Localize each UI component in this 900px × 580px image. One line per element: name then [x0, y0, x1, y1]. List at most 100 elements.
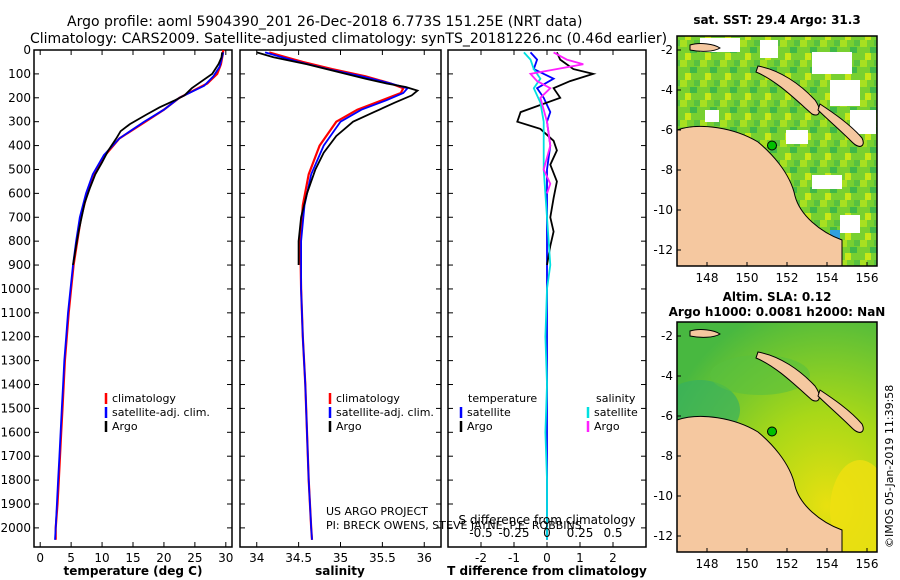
map-y-tick-label: -2: [661, 43, 673, 57]
map-y-tick-label: -10: [653, 203, 673, 217]
legend-label: climatology: [112, 392, 176, 405]
depth-tick-label: 200: [8, 91, 31, 105]
x-tick-label: 34: [249, 551, 264, 565]
x-tick-label: 35.5: [369, 551, 396, 565]
x-tick-label: -1: [508, 551, 520, 565]
map-x-tick-label: 148: [696, 271, 719, 285]
sst-argo-location-marker: [767, 140, 777, 151]
depth-tick-label: 1000: [0, 282, 31, 296]
depth-tick-label: 1700: [0, 449, 31, 463]
map-x-tick-label: 152: [776, 271, 799, 285]
legend-label: Argo: [112, 420, 138, 433]
legend-label: satellite-adj. clim.: [336, 406, 434, 419]
header-title: Argo profile: aoml 5904390_201 26-Dec-20…: [67, 14, 582, 30]
depth-tick-label: 300: [8, 115, 31, 129]
series-satellite-adj-clim-: [54, 52, 225, 540]
depth-tick-label: 1200: [0, 330, 31, 344]
depth-tick-label: 1100: [0, 306, 31, 320]
depth-tick-label: 400: [8, 139, 31, 153]
x-tick-label: 35: [333, 551, 348, 565]
map-x-tick-label: 152: [776, 557, 799, 571]
depth-tick-label: 1900: [0, 497, 31, 511]
salinity-xlabel: salinity: [315, 564, 365, 578]
map-y-tick-label: -12: [653, 529, 673, 543]
map-x-tick-label: 156: [856, 271, 879, 285]
depth-tick-label: 1400: [0, 378, 31, 392]
credit-pi: PI: BRECK OWENS, STEVE JAYNE, P.E. ROBBI…: [326, 519, 582, 532]
map-x-tick-label: 148: [696, 557, 719, 571]
series-s-argo: [528, 51, 584, 194]
depth-tick-label: 500: [8, 162, 31, 176]
map-x-tick-label: 156: [856, 557, 879, 571]
sst-map-frame: [676, 35, 878, 267]
x-tick-label: -2: [475, 551, 487, 565]
salinity-panel-frame: [239, 49, 442, 548]
legend-label: Argo: [594, 420, 620, 433]
legend-label: Argo: [336, 420, 362, 433]
sla-map-land: [677, 329, 864, 552]
x-tick-label: 36: [417, 551, 432, 565]
sla-map-axes: 148 150 152 154 156 -2 -4 -6 -8 -10 -12: [653, 329, 878, 571]
sla-map-subtitle: Argo h1000: 0.0081 h2000: NaN: [669, 305, 886, 319]
x-tick-label: 0: [36, 551, 44, 565]
depth-tick-label: 800: [8, 234, 31, 248]
x-tick-label: 5: [67, 551, 75, 565]
map-y-tick-label: -2: [661, 329, 673, 343]
map-y-tick-label: -6: [661, 123, 673, 137]
depth-tick-label: 900: [8, 258, 31, 272]
header-subtitle: Climatology: CARS2009. Satellite-adjuste…: [30, 31, 667, 47]
salinity-plot: 34 34.5 35 35.5 36 climatologysatellite-adj. …: [240, 49, 441, 565]
series-argo: [256, 51, 420, 265]
x-tick-label: 1: [576, 551, 584, 565]
sst-map-land: [677, 43, 864, 266]
x-tick-label: 2: [609, 551, 617, 565]
map-x-tick-label: 150: [736, 271, 759, 285]
x2-tick-label: 0.25: [567, 526, 594, 540]
depth-tick-label: 600: [8, 186, 31, 200]
temperature-panel-frame: [33, 49, 233, 548]
legend-title-temperature: temperature: [468, 392, 537, 405]
legend-label: satellite: [594, 406, 638, 419]
imos-watermark: ©IMOS 05-Jan-2019 11:39:58: [883, 385, 896, 548]
series-argo: [72, 52, 223, 266]
x-tick-label: 30: [218, 551, 233, 565]
x-tick-label: 10: [94, 551, 109, 565]
depth-axis: 0 100 200 300 400 500 600 700 800 900 1000 1100 1200…: [0, 43, 31, 535]
sla-argo-location-marker: [767, 426, 777, 437]
legend-title-salinity: salinity: [596, 392, 636, 405]
series-climatology: [268, 51, 405, 540]
map-y-tick-label: -4: [661, 369, 673, 383]
depth-tick-label: 0: [23, 43, 31, 57]
depth-tick-label: 100: [8, 67, 31, 81]
depth-tick-label: 1600: [0, 425, 31, 439]
legend-label: satellite: [467, 406, 511, 419]
difference-xlabel: T difference from climatology: [447, 564, 647, 578]
x-tick-label: 15: [125, 551, 140, 565]
difference-plot: -2 -1 0 1 2temperaturesatelliteArgosalinitys…: [448, 49, 646, 565]
map-y-tick-label: -8: [661, 449, 673, 463]
temperature-xlabel: temperature (deg C): [64, 564, 203, 578]
map-y-tick-label: -8: [661, 163, 673, 177]
x-tick-label: 34.5: [285, 551, 312, 565]
x-tick-label: 0: [543, 551, 551, 565]
series-climatology: [54, 49, 225, 540]
map-y-tick-label: -12: [653, 243, 673, 257]
legend-label: satellite-adj. clim.: [112, 406, 210, 419]
depth-tick-label: 1300: [0, 354, 31, 368]
map-x-tick-label: 154: [816, 557, 839, 571]
series-satellite-adj-clim-: [264, 51, 410, 540]
depth-tick-label: 1500: [0, 401, 31, 415]
map-x-tick-label: 154: [816, 271, 839, 285]
series-s-satellite: [523, 51, 552, 540]
sst-map-axes: 148 150 152 154 156 -2 -4 -6 -8 -10 -12: [653, 43, 878, 285]
depth-tick-label: 1800: [0, 473, 31, 487]
difference-xlabel-salinity: S difference from climatology: [459, 513, 636, 527]
legend-label: Argo: [467, 420, 493, 433]
legend-label: climatology: [336, 392, 400, 405]
series-t-satellite: [529, 51, 556, 540]
map-x-tick-label: 150: [736, 557, 759, 571]
x2-tick-label: 0.5: [603, 526, 622, 540]
x2-tick-label: -0.25: [498, 526, 529, 540]
